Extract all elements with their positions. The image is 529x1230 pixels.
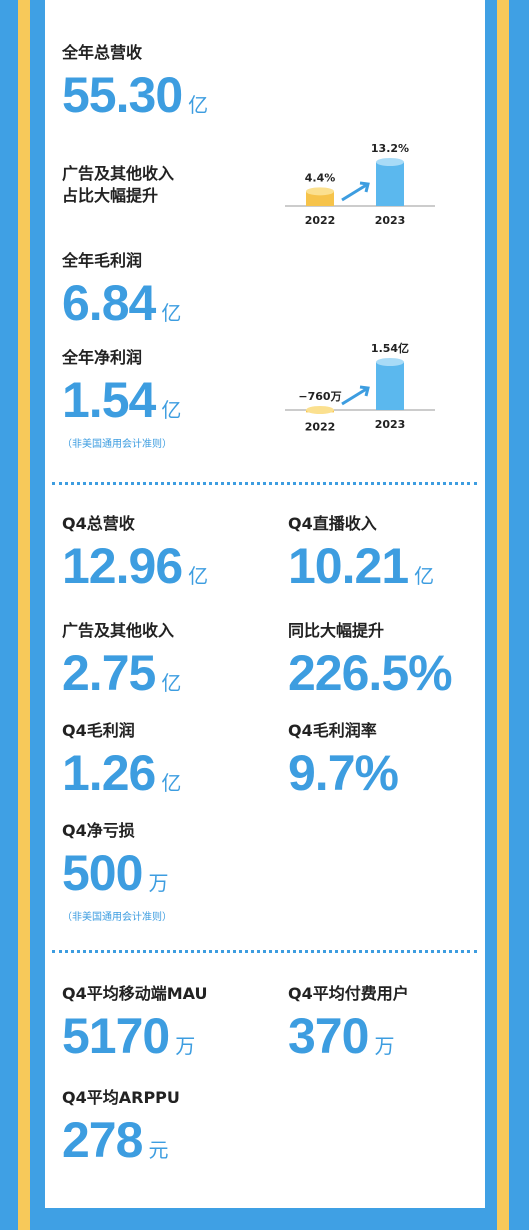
- metric: 全年净利润 1.54 亿（非美国通用会计准则）: [62, 347, 181, 452]
- bar: [306, 406, 334, 414]
- metric-value: 278 元: [62, 1113, 180, 1178]
- unit: 万: [148, 873, 168, 895]
- metric-label: 全年净利润: [62, 348, 143, 367]
- metric: Q4净亏损 500 万（非美国通用会计准则）: [62, 820, 172, 925]
- value-label: 13.2%: [371, 142, 409, 155]
- unit: 元: [148, 1140, 168, 1162]
- metric-label: Q4平均ARPPU: [62, 1088, 180, 1107]
- metric-value: 12.96 亿: [62, 538, 208, 604]
- mini-chart: 4.4% 2022 13.2% 2023: [285, 142, 435, 227]
- metric-value: 10.21 亿: [288, 538, 434, 604]
- bar: [376, 358, 404, 410]
- unit: 亿: [188, 95, 208, 117]
- metric-label: Q4平均移动端MAU: [62, 984, 208, 1003]
- mini-chart: −760万 2022 1.54亿 2023: [285, 341, 435, 433]
- value: 1.26: [62, 745, 156, 801]
- value: 10.21: [288, 538, 409, 594]
- metric-label: Q4净亏损: [62, 821, 135, 840]
- metric: 全年总营收 55.30 亿: [62, 42, 208, 133]
- metric: Q4平均ARPPU 278 元: [62, 1087, 180, 1178]
- metric-value: 9.7%: [288, 745, 399, 801]
- metric-label: Q4毛利润: [62, 721, 135, 740]
- separator: [52, 950, 477, 953]
- metric-value: 226.5%: [288, 645, 453, 701]
- bar: [306, 187, 334, 206]
- metric: Q4毛利润 1.26 亿: [62, 720, 181, 811]
- metric-value: 500 万: [62, 846, 172, 911]
- value: 226.5%: [288, 645, 453, 701]
- note: （非美国通用会计准则）: [62, 439, 172, 450]
- value: 278: [62, 1112, 143, 1168]
- metric-label: Q4平均付费用户: [288, 984, 409, 1003]
- metric-value: 5170 万: [62, 1009, 208, 1074]
- metric: 广告及其他收入 2.75 亿: [62, 620, 181, 711]
- metric: 全年毛利润 6.84 亿: [62, 250, 181, 341]
- note: （非美国通用会计准则）: [62, 912, 172, 923]
- unit: 万: [175, 1036, 195, 1058]
- unit: 万: [374, 1036, 394, 1058]
- unit: 亿: [161, 773, 181, 795]
- metric-label: 全年总营收: [62, 43, 143, 62]
- unit: 亿: [161, 303, 181, 325]
- bar: [376, 158, 404, 206]
- metric-value: 2.75 亿: [62, 645, 181, 711]
- value-label: 1.54亿: [371, 341, 409, 355]
- category-label: 2023: [375, 214, 406, 227]
- value: 55.30: [62, 67, 183, 123]
- category-label: 2022: [305, 214, 336, 227]
- stripe: [497, 0, 509, 1230]
- metric-label: 全年毛利润: [62, 251, 143, 270]
- unit: 亿: [414, 566, 434, 588]
- metric-label: Q4直播收入: [288, 514, 377, 533]
- arrow: [341, 385, 370, 406]
- separator: [52, 482, 477, 485]
- metric: Q4平均移动端MAU 5170 万: [62, 983, 208, 1074]
- stripe: [18, 0, 30, 1230]
- value: 5170: [62, 1008, 170, 1064]
- metric-value: 370 万: [288, 1009, 409, 1074]
- metric: Q4总营收 12.96 亿: [62, 513, 208, 604]
- value-label: −760万: [298, 390, 341, 403]
- metric-value: 6.84 亿: [62, 275, 181, 341]
- metric-label: 占比大幅提升: [62, 186, 159, 205]
- value: 12.96: [62, 538, 183, 594]
- category-label: 2023: [375, 418, 406, 431]
- value: 2.75: [62, 645, 156, 701]
- metric-label: Q4总营收: [62, 514, 135, 533]
- metric-label: 广告及其他收入: [62, 164, 175, 183]
- panel: [45, 0, 485, 1208]
- metric-label: 广告及其他收入: [62, 621, 175, 640]
- metric: Q4平均付费用户 370 万: [288, 983, 409, 1074]
- unit: 亿: [188, 566, 208, 588]
- category-label: 2022: [305, 420, 336, 433]
- arrow: [341, 181, 370, 202]
- metric: 同比大幅提升 226.5%: [288, 620, 453, 701]
- metric: Q4直播收入 10.21 亿: [288, 513, 434, 604]
- metric-label: Q4毛利润率: [288, 721, 377, 740]
- unit: 亿: [161, 673, 181, 695]
- value: 1.54: [62, 372, 156, 428]
- value: 370: [288, 1008, 369, 1064]
- metric: 广告及其他收入 占比大幅提升: [62, 163, 174, 207]
- unit: 亿: [161, 400, 181, 422]
- metric-value: 55.30 亿: [62, 67, 208, 133]
- value: 6.84: [62, 275, 156, 331]
- value: 9.7%: [288, 745, 399, 801]
- value: 500: [62, 845, 143, 901]
- metric-value: 1.26 亿: [62, 745, 181, 811]
- value-label: 4.4%: [305, 171, 336, 184]
- metric: Q4毛利润率 9.7%: [288, 720, 399, 801]
- metric-value: 1.54 亿: [62, 372, 181, 438]
- metric-label: 同比大幅提升: [288, 621, 385, 640]
